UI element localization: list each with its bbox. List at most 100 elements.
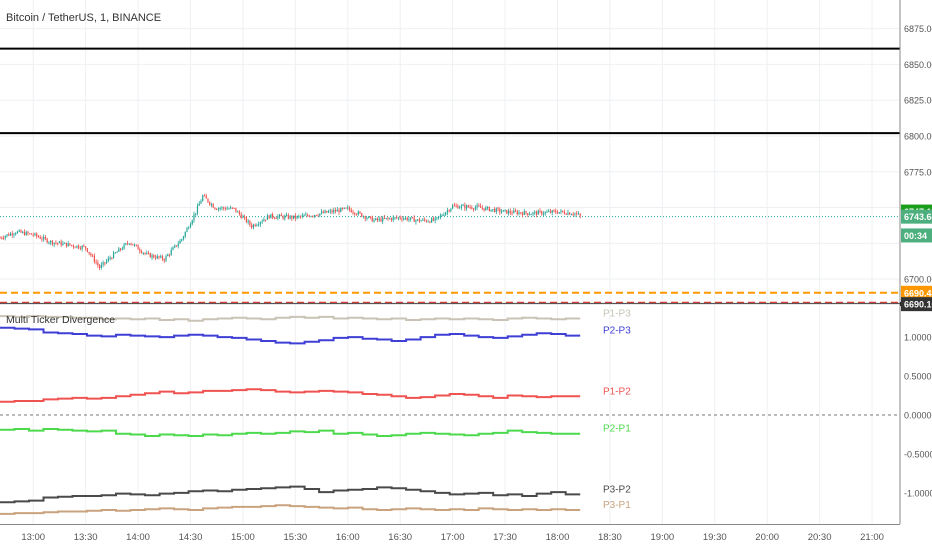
candle-body — [478, 205, 480, 207]
time-axis[interactable]: 13:00 13:30 14:00 14:30 15:00 15:30 16:00 16:30… — [21, 532, 884, 543]
candle-body — [125, 243, 127, 245]
candle-body — [467, 205, 469, 208]
candle-body — [22, 231, 24, 233]
candle-body — [205, 195, 207, 199]
candle-body — [488, 206, 490, 212]
price-tag — [901, 228, 932, 243]
candle-body — [457, 205, 459, 209]
chart-title: Bitcoin / TetherUS, 1, BINANCE — [6, 12, 161, 24]
candle-body — [373, 220, 375, 222]
candle-body — [231, 207, 234, 209]
price-tag-label: 6690.43 — [904, 288, 932, 298]
candle-body — [256, 224, 258, 226]
candle-body — [217, 208, 220, 210]
candle-body — [500, 211, 503, 213]
candle-body — [446, 210, 448, 213]
candle-body — [270, 214, 272, 219]
candle-body — [221, 207, 223, 209]
candle-body — [520, 212, 522, 214]
candle-body — [50, 240, 52, 243]
candle-body — [567, 212, 569, 215]
time-tick-label: 18:30 — [598, 532, 622, 543]
candle-body — [431, 218, 433, 223]
candle-body — [261, 221, 263, 223]
candle-body — [493, 208, 496, 213]
candle-body — [434, 218, 436, 221]
candle-body — [92, 255, 94, 257]
time-tick-label: 20:30 — [808, 532, 832, 543]
candle-body — [76, 245, 78, 248]
candle-body — [486, 206, 489, 208]
candle-body — [516, 211, 518, 215]
candle-body — [523, 211, 525, 215]
candle-body — [36, 233, 38, 237]
candle-body — [310, 216, 312, 218]
candle-body — [25, 231, 27, 236]
candle-body — [240, 214, 242, 218]
candle-body — [408, 219, 410, 221]
candle-body — [387, 217, 389, 219]
candle-body — [481, 207, 483, 209]
candle-body — [282, 216, 284, 219]
candle-body — [369, 216, 372, 218]
candle-body — [170, 249, 172, 255]
candle-body — [539, 210, 541, 212]
candle-body — [149, 253, 151, 258]
candle-body — [142, 252, 144, 254]
candle-body — [207, 198, 209, 203]
candle-body — [443, 214, 445, 216]
candle-body — [438, 216, 440, 218]
series-label-p2-p3: P2-P3 — [603, 326, 631, 337]
candle-body — [99, 265, 101, 269]
candle-body — [111, 258, 113, 260]
candle-body — [88, 251, 90, 254]
candle-body — [249, 220, 251, 225]
candle-body — [509, 210, 511, 213]
candle-body — [188, 227, 190, 229]
indicator-lines — [0, 315, 581, 515]
candle-body — [32, 234, 34, 236]
candle-body — [279, 214, 281, 217]
candle-body — [513, 210, 515, 214]
candle-body — [343, 207, 345, 209]
candle-body — [425, 220, 428, 222]
candle-body — [537, 210, 539, 215]
candle-body — [469, 207, 471, 209]
candle-body — [44, 237, 47, 239]
candle-body — [315, 215, 317, 217]
candle-body — [528, 214, 531, 216]
candle-body — [313, 215, 316, 217]
candle-body — [165, 256, 167, 261]
time-tick-label: 17:00 — [441, 532, 465, 543]
candle-body — [422, 219, 424, 221]
candle-body — [382, 217, 384, 222]
candle-body — [212, 204, 214, 208]
candle-body — [378, 218, 380, 220]
candle-body — [396, 217, 398, 219]
candle-body — [119, 248, 122, 250]
candle-body — [74, 246, 76, 248]
candle-body — [472, 208, 475, 210]
candle-body — [112, 252, 115, 259]
candle-body — [459, 207, 461, 209]
candle-body — [228, 208, 230, 210]
time-tick-label: 21:00 — [860, 532, 884, 543]
candle-body — [322, 211, 324, 213]
candle-body — [562, 210, 564, 212]
candle-body — [327, 211, 330, 213]
candle-body — [126, 243, 129, 245]
candle-body — [350, 209, 352, 213]
candle-body — [333, 210, 335, 213]
candle-body — [65, 242, 68, 247]
candle-body — [476, 205, 478, 208]
candle-body — [172, 247, 174, 250]
candle-body — [41, 238, 43, 240]
candle-body — [81, 246, 83, 249]
time-tick-label: 16:30 — [388, 532, 412, 543]
candle-body — [156, 256, 158, 259]
candle-body — [397, 217, 400, 219]
candle-body — [230, 207, 232, 209]
candle-body — [95, 261, 97, 263]
candle-body — [272, 214, 274, 218]
